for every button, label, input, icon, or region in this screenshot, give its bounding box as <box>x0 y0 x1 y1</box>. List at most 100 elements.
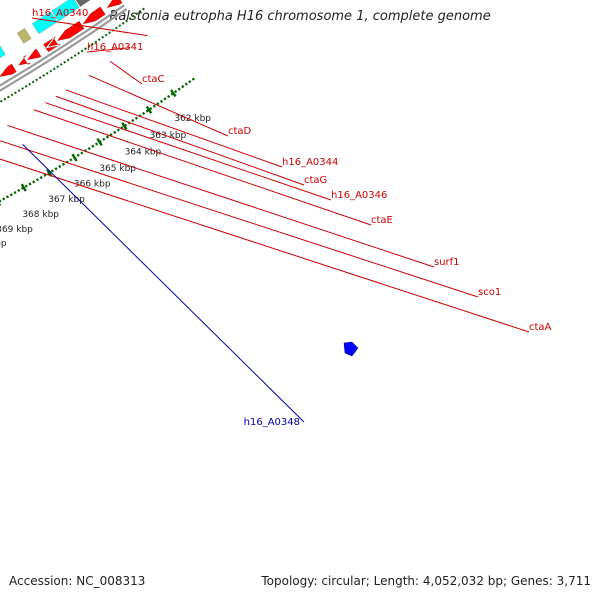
cyan-feature-bar <box>31 11 58 35</box>
dot-tick <box>166 94 171 99</box>
cds-arrow <box>0 63 17 77</box>
dot-tick <box>114 26 118 30</box>
major-tick <box>96 137 103 147</box>
label-leader-line <box>109 60 143 85</box>
blue-feature <box>343 341 359 357</box>
dot-tick <box>50 169 54 173</box>
dark-gray-feature-bar <box>75 0 91 7</box>
cds-arrow <box>26 48 42 61</box>
dot-tick <box>191 77 195 81</box>
cyan-feature-bar <box>51 0 80 22</box>
dot-tick <box>42 74 46 77</box>
dot-tick <box>177 87 181 91</box>
dot-tick <box>5 195 10 199</box>
dot-tick <box>69 158 73 162</box>
dot-tick <box>131 118 135 123</box>
dot-tick <box>120 126 124 130</box>
dot-tick <box>94 142 99 146</box>
label-leader-line <box>45 102 332 201</box>
major-tick <box>20 183 27 192</box>
label-leader-line <box>65 89 283 168</box>
dot-tick <box>108 31 111 35</box>
label-leader-line <box>0 140 479 298</box>
dot-tick <box>87 45 91 48</box>
gene-label: ctaE <box>371 215 393 226</box>
label-leader-line <box>22 144 305 423</box>
dot-tick <box>45 71 49 75</box>
dot-tick <box>91 42 94 46</box>
dot-tick <box>66 58 70 62</box>
cds-arrow <box>43 38 59 53</box>
label-leader-line <box>88 74 229 137</box>
cds-arrow <box>82 6 106 25</box>
dot-tick <box>0 99 3 103</box>
cds-arrow <box>56 20 85 42</box>
dot-tick <box>24 84 28 88</box>
dot-tick <box>159 99 164 103</box>
dot-tick <box>2 197 6 201</box>
tick-label: 369 kbp <box>0 225 33 235</box>
dot-tick <box>142 7 145 11</box>
gene-label: ctaA <box>529 322 552 333</box>
label-leader-line <box>31 17 148 37</box>
label-leader-line <box>7 124 435 268</box>
backbone-line <box>0 4 125 87</box>
dot-tick <box>149 107 153 111</box>
gene-label: ctaD <box>228 126 252 137</box>
dot-tick <box>10 93 14 97</box>
dot-tick <box>58 164 62 169</box>
dot-tick <box>17 188 21 193</box>
dot-tick <box>38 76 42 80</box>
dot-tick <box>28 182 32 186</box>
tick-label: 368 kbp <box>22 210 59 220</box>
dot-tick <box>17 89 21 92</box>
major-tick <box>170 89 177 98</box>
major-tick <box>46 168 53 177</box>
dot-tick <box>84 47 87 51</box>
dot-tick <box>3 97 7 101</box>
dot-tick <box>32 180 36 184</box>
gene-label: h16_A0341 <box>87 42 143 53</box>
gene-label: sco1 <box>478 287 501 298</box>
dot-tick <box>63 60 67 64</box>
dot-tick <box>105 135 110 139</box>
dot-tick <box>134 116 138 120</box>
dot-tick <box>20 186 25 190</box>
dot-tick <box>52 67 56 71</box>
gene-label: h16_A0348 <box>244 417 300 428</box>
label-leader-line <box>86 47 131 53</box>
dot-tick <box>128 17 132 20</box>
major-tick <box>145 105 153 114</box>
dot-tick <box>145 109 149 113</box>
cds-arrow <box>47 36 61 48</box>
tick-label: 367 kbp <box>48 195 85 205</box>
dot-tick <box>102 137 106 141</box>
dot-tick <box>135 12 139 16</box>
backbone-line <box>0 8 128 92</box>
cyan-feature-bar <box>0 45 6 59</box>
dot-tick <box>14 91 17 95</box>
major-tick <box>71 153 78 162</box>
dot-tick <box>121 21 125 25</box>
dot-tick <box>80 49 84 53</box>
dot-tick <box>0 199 2 203</box>
accession-text: Accession: NC_008313 <box>9 574 146 588</box>
dot-tick <box>118 24 122 28</box>
dot-tick <box>101 35 105 39</box>
label-leader-line <box>33 109 372 226</box>
dot-tick <box>13 190 17 195</box>
dot-tick <box>174 89 178 94</box>
dot-tick <box>59 63 63 66</box>
gene-label: h16_A0344 <box>282 157 338 168</box>
dot-tick <box>35 178 40 182</box>
dot-tick <box>184 82 188 86</box>
gene-label: ctaG <box>304 175 327 186</box>
dot-tick <box>24 184 28 188</box>
dot-tick <box>70 56 74 60</box>
dot-tick <box>56 65 60 69</box>
gene-label: surf1 <box>434 257 460 268</box>
dot-tick <box>54 167 58 171</box>
gene-label: h16_A0340 <box>32 8 88 19</box>
major-tick <box>121 122 128 131</box>
